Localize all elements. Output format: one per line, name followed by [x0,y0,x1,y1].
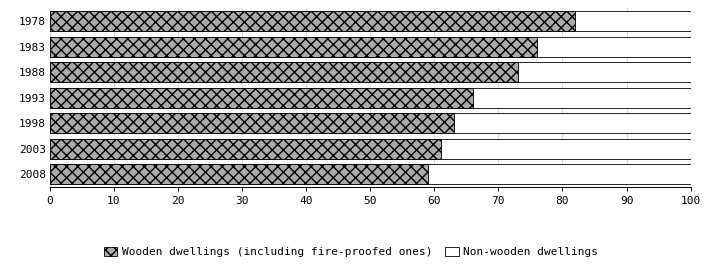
Bar [50,139,691,159]
Bar [50,88,473,108]
Bar [50,37,691,56]
Bar [50,11,575,31]
Bar [50,88,691,108]
Bar [50,113,454,133]
Legend: Wooden dwellings (including fire-proofed ones), Non-wooden dwellings: Wooden dwellings (including fire-proofed… [100,243,602,262]
Bar [50,164,691,184]
Bar [50,62,518,82]
Bar [50,11,691,31]
Bar [50,139,441,159]
Bar [50,62,691,82]
Bar [50,37,537,56]
Bar [50,164,428,184]
Bar [50,113,691,133]
